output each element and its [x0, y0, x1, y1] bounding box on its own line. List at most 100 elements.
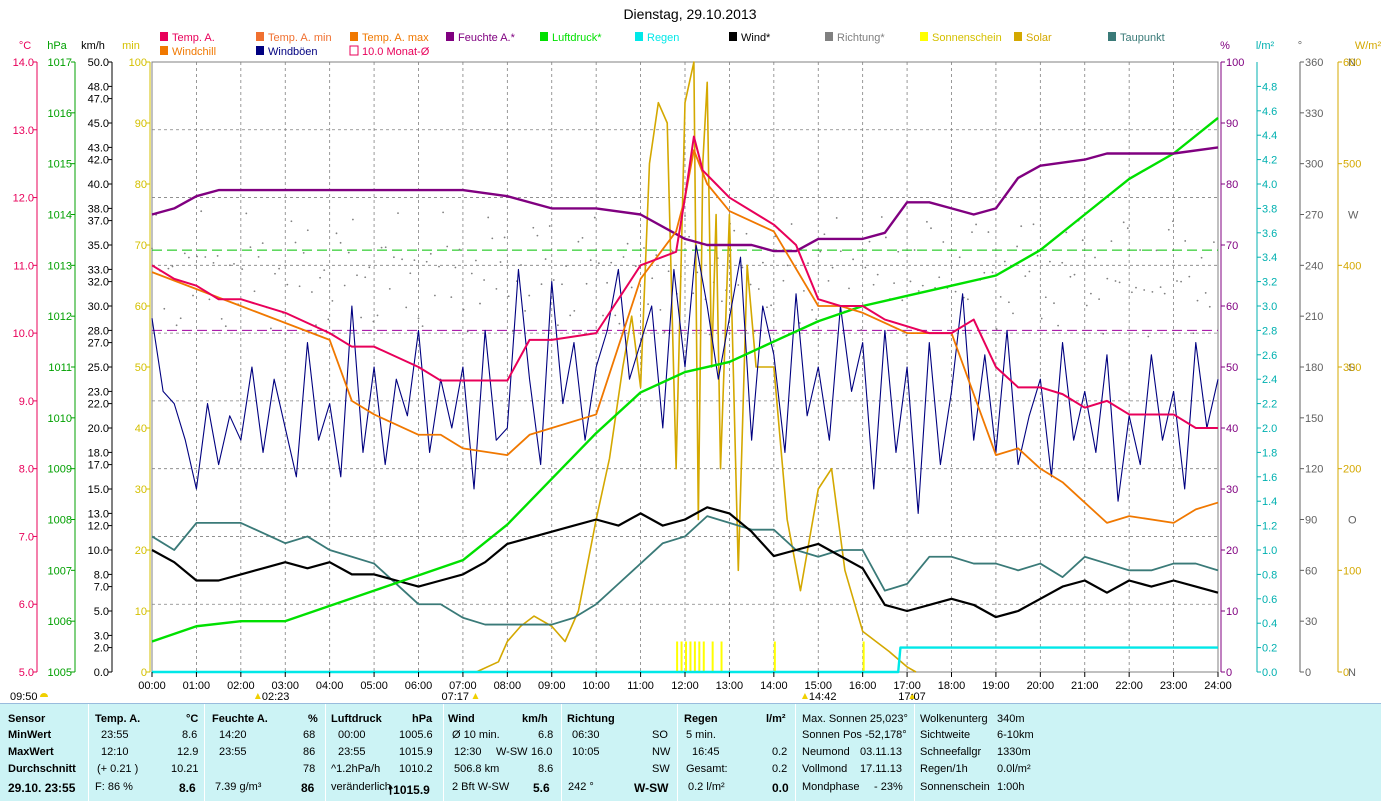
direction-point	[175, 324, 178, 327]
direction-header: Richtung	[567, 713, 615, 725]
direction-axis-tick-label: 180	[1305, 362, 1323, 374]
wind-now: 5.6	[533, 781, 550, 795]
direction-point	[741, 266, 744, 269]
direction-point	[593, 216, 596, 219]
direction-point	[196, 255, 199, 258]
temp-axis-tick-label: 12.0	[13, 193, 34, 205]
direction-point	[397, 212, 399, 215]
direction-point	[733, 229, 736, 232]
direction-point	[999, 296, 1002, 298]
direction-point	[327, 318, 330, 321]
pressure-axis-tick-label: 1008	[48, 515, 72, 527]
legend-swatch	[825, 32, 833, 41]
sunshine-bar	[693, 641, 696, 672]
direction-point	[860, 328, 863, 331]
direction-point	[848, 287, 850, 290]
direction-point	[524, 310, 526, 312]
direction-point	[663, 331, 666, 333]
direction-point	[384, 246, 387, 249]
humidity-max-time: 23:55	[219, 746, 247, 758]
direction-r1-dir: SO	[652, 729, 668, 741]
wind-axis-tick-label: 48.0	[88, 81, 109, 93]
direction-point	[253, 290, 256, 293]
direction-point	[360, 316, 362, 319]
direction-point	[905, 334, 908, 337]
legend-swatch	[160, 46, 168, 55]
time-tick-label: 07:00	[449, 680, 477, 692]
direction-point	[798, 322, 801, 324]
humidity-min: 68	[303, 729, 316, 741]
stats-col-direction: Richtung 06:30 SO 10:05 NW SW 242 ° W-SW	[562, 704, 678, 801]
time-tick-label: 00:00	[138, 680, 166, 692]
temp-axis-unit: °C	[19, 40, 31, 52]
direction-point	[762, 261, 764, 264]
direction-point	[569, 314, 572, 317]
direction-point	[1049, 260, 1051, 263]
temp-max: 12.9	[177, 746, 199, 758]
pressure-max: 1015.9	[399, 746, 433, 758]
sunshine-bar	[685, 641, 687, 672]
direction-point	[274, 272, 276, 275]
direction-point	[634, 265, 637, 267]
wind-axis-tick-label: 20.0	[88, 423, 109, 435]
direction-point	[1020, 225, 1023, 228]
direction-point	[446, 245, 449, 248]
direction-point	[212, 261, 215, 264]
time-tick-label: 20:00	[1027, 680, 1055, 692]
direction-point	[659, 308, 662, 311]
direction-point	[1172, 220, 1174, 223]
sunshine-bar	[711, 641, 714, 672]
direction-point	[229, 264, 231, 267]
direction-point	[458, 248, 461, 251]
legend-swatch	[920, 32, 928, 41]
direction-point	[766, 306, 768, 309]
direction-now: W-SW	[634, 781, 669, 795]
direction-point	[401, 258, 403, 261]
legend-label: 10.0 Monat-Ø	[362, 46, 430, 58]
direction-point	[1192, 332, 1195, 335]
direction-point	[294, 241, 297, 244]
rain-axis-tick-label: 0.6	[1262, 594, 1277, 606]
direction-point	[151, 247, 153, 250]
direction-point	[1053, 302, 1055, 305]
humidity-abs: 7.39 g/m³	[215, 781, 262, 793]
direction-point	[380, 246, 383, 249]
wind-axis-tick-label: 7.0	[94, 582, 109, 594]
direction-point	[405, 306, 408, 309]
temp-axis-tick-label: 10.0	[13, 328, 34, 340]
direction-point	[1184, 240, 1187, 242]
direction-point	[429, 252, 432, 255]
direction-point	[647, 303, 649, 306]
direction-point	[622, 256, 625, 258]
direction-point	[1098, 298, 1100, 301]
sunmin-axis-tick-label: 40	[135, 423, 147, 435]
sensor-avg-label: Durchschnitt	[8, 763, 76, 775]
sunset-marker-icon	[801, 693, 808, 699]
rain-axis-tick-label: 3.6	[1262, 228, 1277, 240]
astro-fullmoon-label: Vollmond	[802, 763, 848, 775]
direction-point	[831, 266, 834, 269]
sunmin-axis-tick-label: 100	[129, 57, 147, 69]
temp-axis-tick-label: 14.0	[13, 57, 34, 69]
direction-point	[573, 310, 576, 312]
wind-axis-tick-label: 0.0	[94, 667, 109, 679]
wind-axis-tick-label: 17.0	[88, 460, 109, 472]
direction-point	[1208, 305, 1211, 308]
rain-axis-tick-label: 3.0	[1262, 301, 1277, 313]
direction-point	[1131, 291, 1133, 294]
legend-label: Taupunkt	[1120, 32, 1165, 44]
direction-point	[987, 231, 990, 233]
solar-axis-tick-label: 300	[1343, 362, 1361, 374]
pressure-axis-tick-label: 1012	[48, 311, 72, 323]
direction-point	[708, 333, 711, 336]
wind-avg: 8.6	[538, 763, 554, 775]
rain-axis-tick-label: 1.6	[1262, 472, 1277, 484]
direction-point	[868, 240, 871, 243]
pressure-axis-tick-label: 1015	[48, 159, 72, 171]
direction-point	[1065, 231, 1068, 234]
direction-point	[930, 227, 932, 230]
wind-axis-tick-label: 42.0	[88, 155, 109, 167]
direction-now-deg: 242 °	[568, 781, 594, 793]
direction-point	[1057, 324, 1059, 327]
direction-point	[581, 236, 584, 239]
